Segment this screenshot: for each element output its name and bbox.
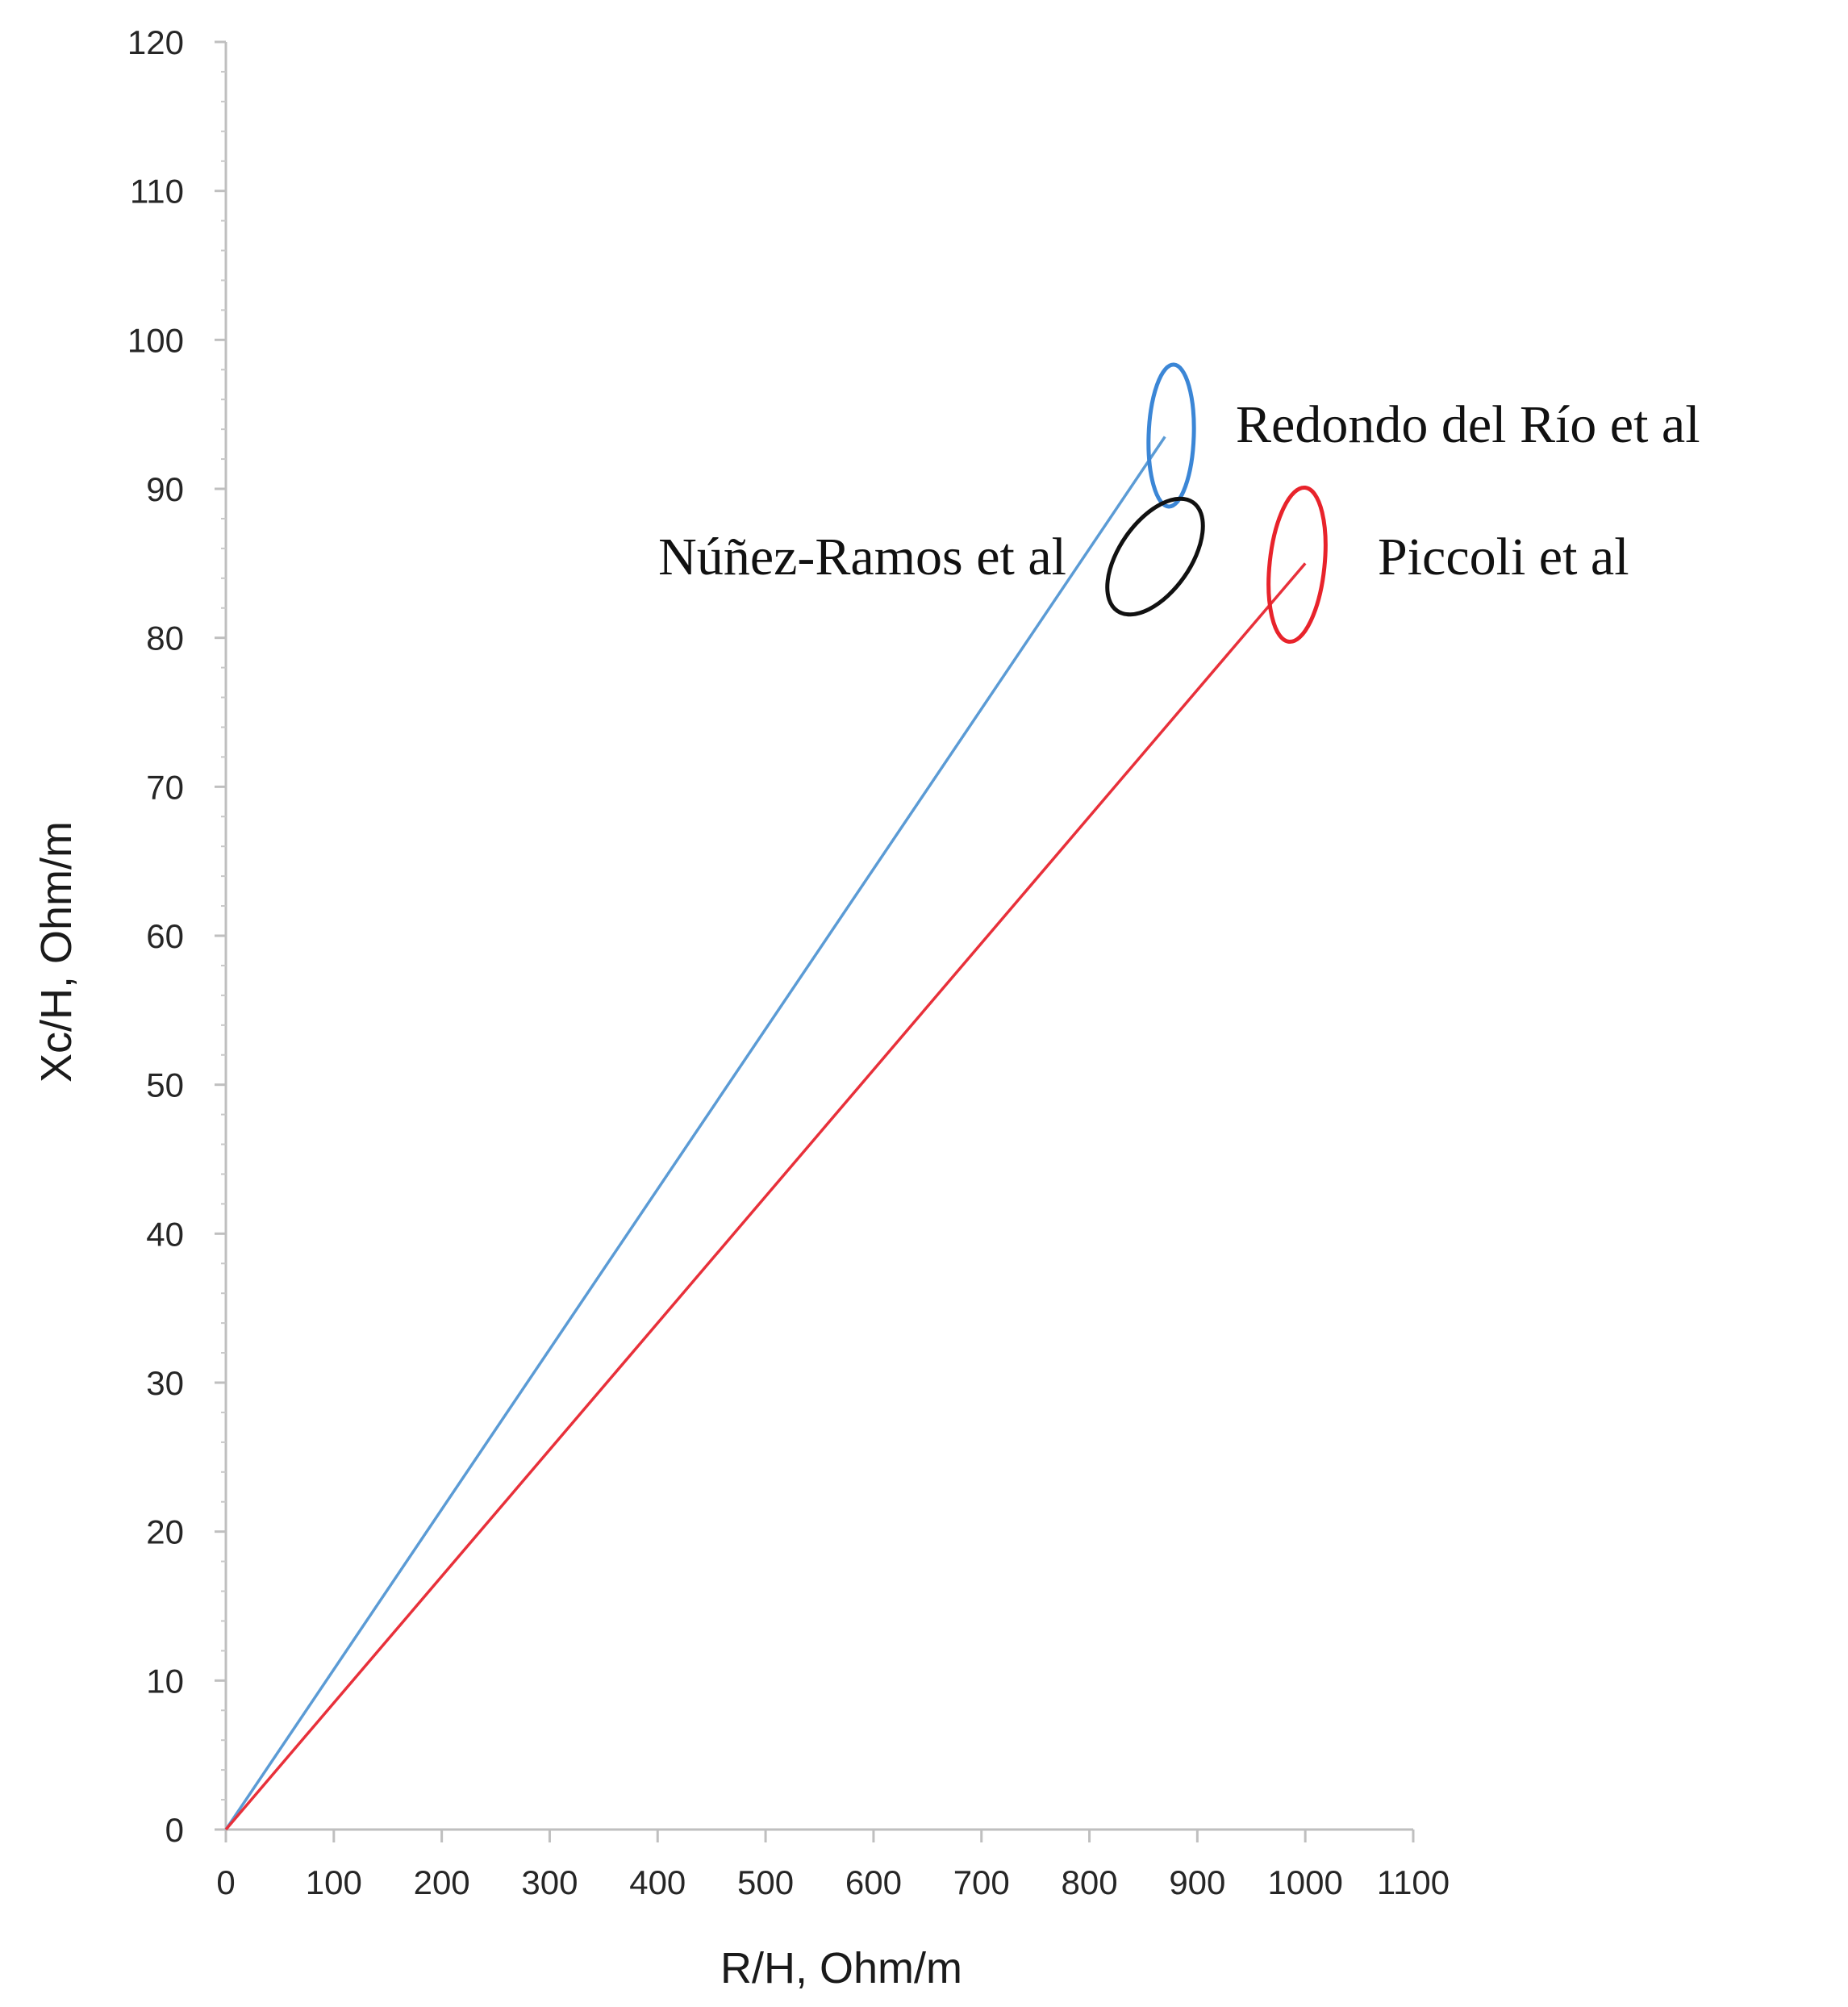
series-layer	[224, 436, 1307, 1831]
series-line-1	[224, 436, 1166, 1830]
tick-labels: 0 10 20 30 40 50 60 70 80 90 100 110 120 0 100 200 300 40…	[127, 23, 1450, 1901]
x-tick-label: 500	[737, 1863, 794, 1901]
y-tick-label: 120	[127, 23, 184, 61]
y-tick-label: 50	[146, 1066, 184, 1104]
x-tick-label: 100	[306, 1863, 362, 1901]
x-tick-label: 0	[216, 1863, 235, 1901]
annotation-ellipse-2	[1105, 496, 1205, 617]
x-tick-label: 300	[521, 1863, 578, 1901]
x-tick-label: 600	[845, 1863, 902, 1901]
x-axis-title: R/H, Ohm/m	[720, 1944, 962, 1992]
x-tick-label: 400	[629, 1863, 686, 1901]
x-tick-label: 800	[1062, 1863, 1118, 1901]
annotation-layer: Redondo del Río et al Núñez-Ramos et al Pi…	[658, 362, 1700, 645]
y-tick-label: 60	[146, 917, 184, 955]
y-axis-title: Xc/H, Ohm/m	[32, 821, 81, 1083]
series-line-2	[224, 562, 1307, 1831]
x-tick-label: 1000	[1267, 1863, 1342, 1901]
x-tick-label: 700	[953, 1863, 1010, 1901]
annotation-label-3: Piccoli et al	[1378, 528, 1629, 586]
y-tick-label: 100	[127, 321, 184, 359]
annotation-label-1: Redondo del Río et al	[1236, 395, 1700, 454]
y-tick-label: 110	[130, 173, 184, 211]
y-tick-label: 70	[146, 768, 184, 806]
y-tick-label: 80	[146, 620, 184, 657]
y-tick-label: 30	[146, 1364, 184, 1402]
y-tick-label: 0	[165, 1811, 184, 1849]
annotation-label-2: Núñez-Ramos et al	[658, 528, 1066, 586]
y-tick-label: 90	[146, 470, 184, 508]
x-tick-label: 1100	[1377, 1863, 1450, 1901]
y-tick-label: 40	[146, 1215, 184, 1253]
y-tick-label: 20	[146, 1513, 184, 1551]
axes	[215, 40, 1415, 1842]
x-tick-label: 900	[1169, 1863, 1225, 1901]
annotation-ellipse-3	[1266, 485, 1328, 645]
annotation-ellipse-1	[1146, 362, 1196, 509]
x-tick-label: 200	[414, 1863, 470, 1901]
y-tick-label: 10	[146, 1662, 184, 1700]
